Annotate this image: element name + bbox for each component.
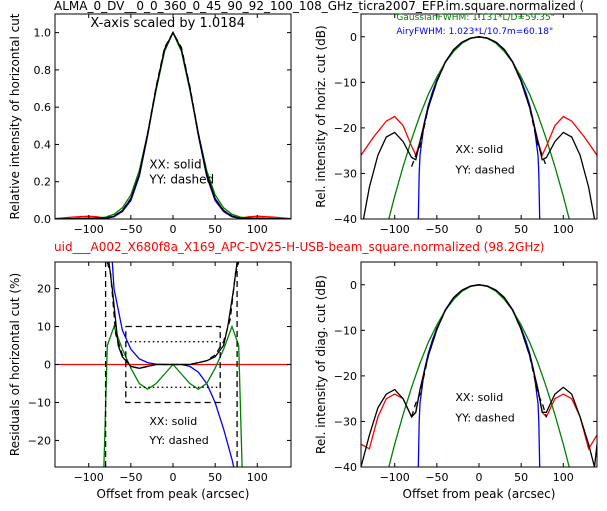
annotation-text: XX: solid <box>455 143 503 156</box>
series-group <box>361 284 597 467</box>
y-tick-label: 10 <box>37 321 51 334</box>
series-line-1 <box>417 36 541 219</box>
x-tick-label: −100 <box>74 223 104 236</box>
y-tick-label: −10 <box>28 396 51 409</box>
series-group <box>55 262 291 467</box>
figure-title-top: ALMA_0_DV__0_0_360_0_45_90_92_100_108_GH… <box>54 0 584 13</box>
series-line-4 <box>410 36 548 167</box>
series-line-4 <box>410 284 548 418</box>
x-tick-label: −100 <box>380 471 410 484</box>
series-line-2 <box>388 36 570 219</box>
figure-title-middle: uid___A002_X680f8a_X169_APC-DV25-H-USB-b… <box>54 240 544 254</box>
x-tick-label: 100 <box>247 471 268 484</box>
y-tick-label: 0 <box>350 31 357 44</box>
annotation-text: XX: solid <box>455 391 503 404</box>
y-tick-label: −30 <box>334 415 357 428</box>
x-tick-label: −100 <box>380 223 410 236</box>
series-line-1 <box>55 31 291 219</box>
annotation-text: YY: dashed <box>148 173 214 187</box>
y-tick-label: 0.4 <box>34 138 52 151</box>
y-tick-label: 0.6 <box>34 101 52 114</box>
series-line-4 <box>106 262 240 369</box>
y-axis-label: Rel. intensity of horiz. cut (dB) <box>314 25 328 207</box>
series-group <box>55 31 291 219</box>
y-tick-label: −40 <box>334 461 357 474</box>
series-line-0 <box>361 36 597 158</box>
plot-frame <box>54 13 292 220</box>
x-tick-label: 50 <box>514 223 528 236</box>
annotation-text: AiryFWHM: 1.023*L/10.7m=60.18" <box>396 27 553 37</box>
chart-tl: −100 −50 0 50 100 0.0 0.2 0.4 0.6 0.8 1.0 Relative … <box>8 13 292 236</box>
x-tick-label: −50 <box>119 471 142 484</box>
annotation-text: YY: dashed <box>454 411 514 424</box>
annotation-text: YY: dashed <box>454 163 514 176</box>
x-axis-label: Offset from peak (arcsec) <box>97 487 250 501</box>
annotation-text: GaussianFWHM: 1.131*L/D=59.35" <box>396 13 554 23</box>
x-tick-label: 50 <box>514 471 528 484</box>
y-tick-label: 20 <box>37 283 51 296</box>
x-tick-label: 100 <box>247 223 268 236</box>
annotation-text: XX: solid <box>149 415 197 428</box>
series-line-2 <box>55 31 291 219</box>
y-axis-label: Residuals of horizontal cut (%) <box>8 273 22 456</box>
y-axis-label: Relative intensity of horizontal cut <box>8 13 22 219</box>
y-tick-label: 0.2 <box>34 176 52 189</box>
y-tick-label: −40 <box>334 213 357 226</box>
series-line-3 <box>55 31 291 219</box>
x-tick-label: 100 <box>553 471 574 484</box>
x-tick-label: 50 <box>208 471 222 484</box>
x-tick-label: −50 <box>425 471 448 484</box>
x-tick-label: 0 <box>170 471 177 484</box>
chart-br: −100 −50 0 50 100 0 −10 −20 −30 −40 Rel. intensity… <box>314 261 598 501</box>
y-tick-label: 1.0 <box>34 27 52 40</box>
series-line-0 <box>55 31 291 219</box>
y-axis-label: Rel. intensity of diag. cut (dB) <box>314 275 328 454</box>
y-tick-label: 0 <box>44 359 51 372</box>
series-line-3 <box>108 262 238 369</box>
x-axis-label: Offset from peak (arcsec) <box>403 487 556 501</box>
y-tick-label: −30 <box>334 167 357 180</box>
series-line-4 <box>55 31 291 219</box>
y-tick-label: −10 <box>334 324 357 337</box>
x-tick-label: 0 <box>170 223 177 236</box>
chart-tr: −100 −50 0 50 100 0 −10 −20 −30 −40 Rel. intensity… <box>314 13 598 236</box>
y-tick-label: 0.0 <box>34 213 52 226</box>
y-tick-label: 0 <box>350 279 357 292</box>
x-tick-label: −50 <box>425 223 448 236</box>
series-line-3 <box>362 36 596 219</box>
x-tick-label: −100 <box>74 471 104 484</box>
annotation-text: XX: solid <box>149 158 201 172</box>
series-group <box>361 36 597 219</box>
annotation-text: YY: dashed <box>148 434 208 447</box>
y-tick-label: −20 <box>334 370 357 383</box>
annotation-text: X-axis scaled by 1.0184 <box>90 16 245 31</box>
x-tick-label: 0 <box>476 471 483 484</box>
y-tick-label: −20 <box>334 122 357 135</box>
series-line-7 <box>125 325 221 404</box>
x-tick-label: −50 <box>119 223 142 236</box>
y-tick-label: 0.8 <box>34 64 52 77</box>
x-tick-label: 100 <box>553 223 574 236</box>
x-tick-label: 50 <box>208 223 222 236</box>
series-line-2 <box>388 284 570 467</box>
y-tick-label: −10 <box>334 76 357 89</box>
y-tick-label: −20 <box>28 434 51 447</box>
x-tick-label: 0 <box>476 223 483 236</box>
series-line-1 <box>417 284 541 467</box>
